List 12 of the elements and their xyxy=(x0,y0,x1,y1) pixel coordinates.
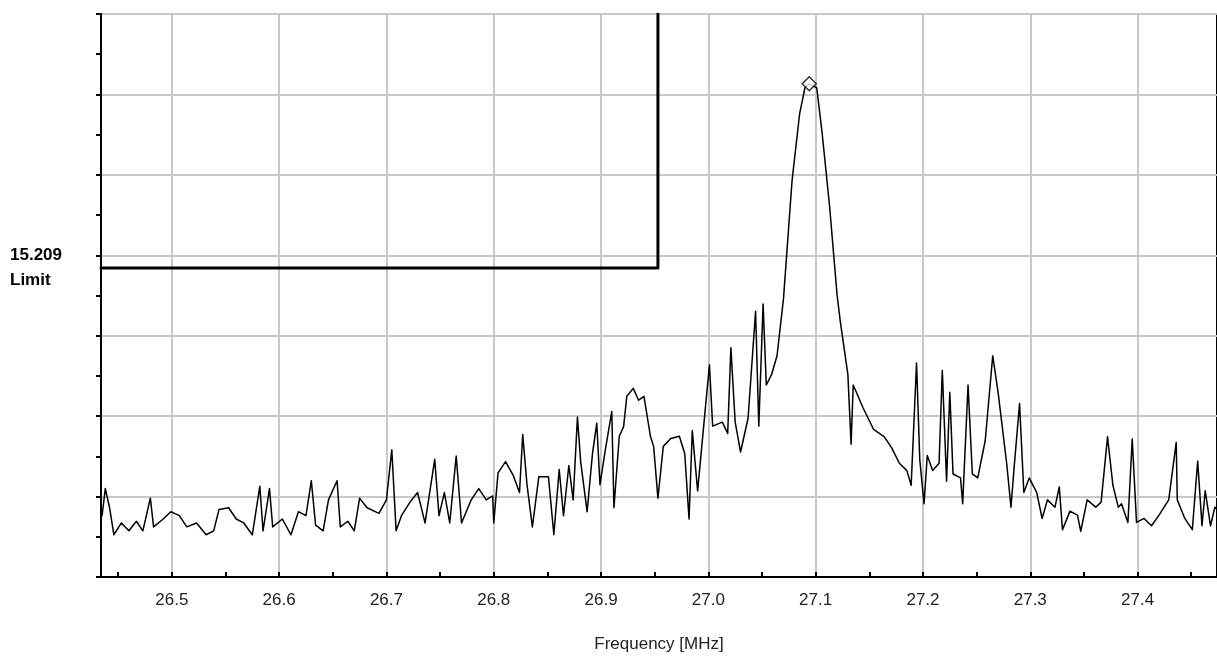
x-axis-title: Frequency [MHz] xyxy=(594,634,724,653)
legend-label: 15.209 Limit xyxy=(10,244,62,289)
x-tick-label: 27.1 xyxy=(799,590,833,609)
x-tick-label: 26.8 xyxy=(477,590,511,609)
x-tick-label: 26.9 xyxy=(584,590,618,609)
x-tick-label: 27.3 xyxy=(1013,590,1047,609)
x-tick-label: 27.2 xyxy=(906,590,940,609)
x-tick-label: 27.0 xyxy=(691,590,725,609)
x-tick-label: 26.5 xyxy=(155,590,189,609)
x-tick-label: 27.4 xyxy=(1121,590,1155,609)
x-tick-label: 26.6 xyxy=(262,590,296,609)
x-tick-label: 26.7 xyxy=(369,590,403,609)
